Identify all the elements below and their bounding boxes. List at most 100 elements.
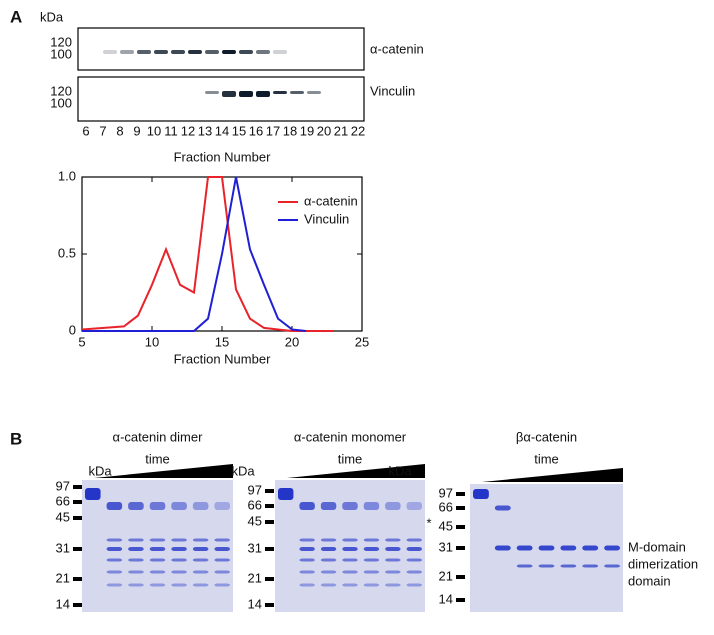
- gel-band: [560, 545, 577, 551]
- gel-band: [214, 558, 230, 562]
- gel-band: [85, 488, 101, 500]
- gel-band: [385, 583, 401, 587]
- gel-band: [128, 547, 144, 551]
- marker-label: 31: [248, 540, 262, 555]
- panel-label: A: [10, 7, 22, 26]
- blot-band: [205, 91, 219, 94]
- gel-band: [560, 564, 577, 568]
- marker-dash: [265, 504, 274, 508]
- gel-band: [171, 547, 187, 551]
- marker-label: 97: [439, 485, 453, 500]
- gel-band: [320, 558, 337, 562]
- gel-band: [406, 558, 422, 562]
- blot: [77, 76, 365, 122]
- gel-band: [278, 488, 294, 500]
- x-tick-label: 10: [145, 334, 159, 349]
- fraction-label: 22: [351, 123, 365, 138]
- gel-band: [299, 538, 315, 542]
- gel-band: [128, 583, 144, 587]
- gel-band: [320, 547, 337, 551]
- gel-band: [604, 545, 620, 551]
- gel-band: [406, 583, 422, 587]
- fraction-label: 7: [99, 123, 106, 138]
- gel: [82, 480, 233, 612]
- kda-label: kDa: [88, 463, 112, 478]
- gel-band: [192, 502, 209, 510]
- marker-label: 97: [248, 482, 262, 497]
- blot-band: [273, 50, 287, 54]
- gel-band: [385, 547, 401, 551]
- time-wedge: [482, 468, 623, 482]
- gel-band: [106, 570, 123, 574]
- gel-band: [149, 547, 166, 551]
- data-line: [82, 176, 307, 332]
- marker-dash: [265, 577, 274, 581]
- time-wedge: [94, 464, 233, 478]
- gel-band: [299, 558, 315, 562]
- gel-band: [406, 538, 422, 542]
- time-wedge: [287, 464, 425, 478]
- marker-label: 21: [56, 570, 70, 585]
- fraction-label: 13: [198, 123, 212, 138]
- blot-band: [137, 50, 151, 54]
- fraction-label: 10: [147, 123, 161, 138]
- marker-dash: [73, 516, 82, 520]
- blot-band: [222, 50, 236, 54]
- gel-band: [214, 583, 230, 587]
- blot-band: [290, 91, 304, 94]
- gel-title: α-catenin dimer: [113, 429, 204, 444]
- marker-label: 100: [50, 46, 72, 61]
- gel-band: [582, 545, 599, 551]
- gel-band: [604, 564, 620, 568]
- data-line: [81, 176, 334, 332]
- gel-band: [171, 558, 187, 562]
- marker-label: 45: [56, 509, 70, 524]
- x-tick-label: 25: [355, 334, 369, 349]
- gel-band: [385, 538, 401, 542]
- gel-annotation: domain: [628, 573, 671, 588]
- gel-band: [342, 558, 358, 562]
- gel-band: [342, 502, 358, 510]
- marker-label: 45: [248, 513, 262, 528]
- gel-band: [494, 545, 511, 551]
- marker-label: 66: [248, 497, 262, 512]
- blot-band: [120, 50, 134, 54]
- gel-band: [192, 547, 209, 551]
- kda-label: kDa: [231, 463, 255, 478]
- marker-dash: [265, 603, 274, 607]
- fraction-label: 8: [116, 123, 123, 138]
- gel-band: [320, 583, 337, 587]
- kda-label: kDa: [388, 463, 412, 478]
- gel-band: [214, 538, 230, 542]
- gel-band: [406, 502, 422, 510]
- gel: [275, 480, 425, 612]
- gel-band: [494, 505, 511, 511]
- marker-label: 66: [439, 499, 453, 514]
- gel-band: [320, 502, 337, 510]
- gel-band: [149, 502, 166, 510]
- gel-band: [406, 547, 422, 551]
- blot-band: [205, 50, 219, 54]
- fraction-label: 6: [82, 123, 89, 138]
- fraction-label: 14: [215, 123, 229, 138]
- gel-band: [320, 570, 337, 574]
- gel-band: [214, 547, 230, 551]
- gel-band: [406, 570, 422, 574]
- gel-band: [128, 570, 144, 574]
- blot-band: [103, 50, 117, 54]
- blot-band: [171, 50, 185, 54]
- time-label: time: [534, 451, 559, 466]
- marker-label: 120: [50, 83, 72, 98]
- gel-band: [516, 545, 533, 551]
- gel-band: [192, 570, 209, 574]
- gel-band: [171, 583, 187, 587]
- gel-band: [128, 502, 144, 510]
- gel-band: [385, 502, 401, 510]
- gel-band: [106, 538, 123, 542]
- marker-dash: [73, 577, 82, 581]
- blot: [77, 27, 365, 71]
- marker-dash: [456, 506, 465, 510]
- gel-band: [149, 570, 166, 574]
- gel-note: *: [426, 515, 431, 530]
